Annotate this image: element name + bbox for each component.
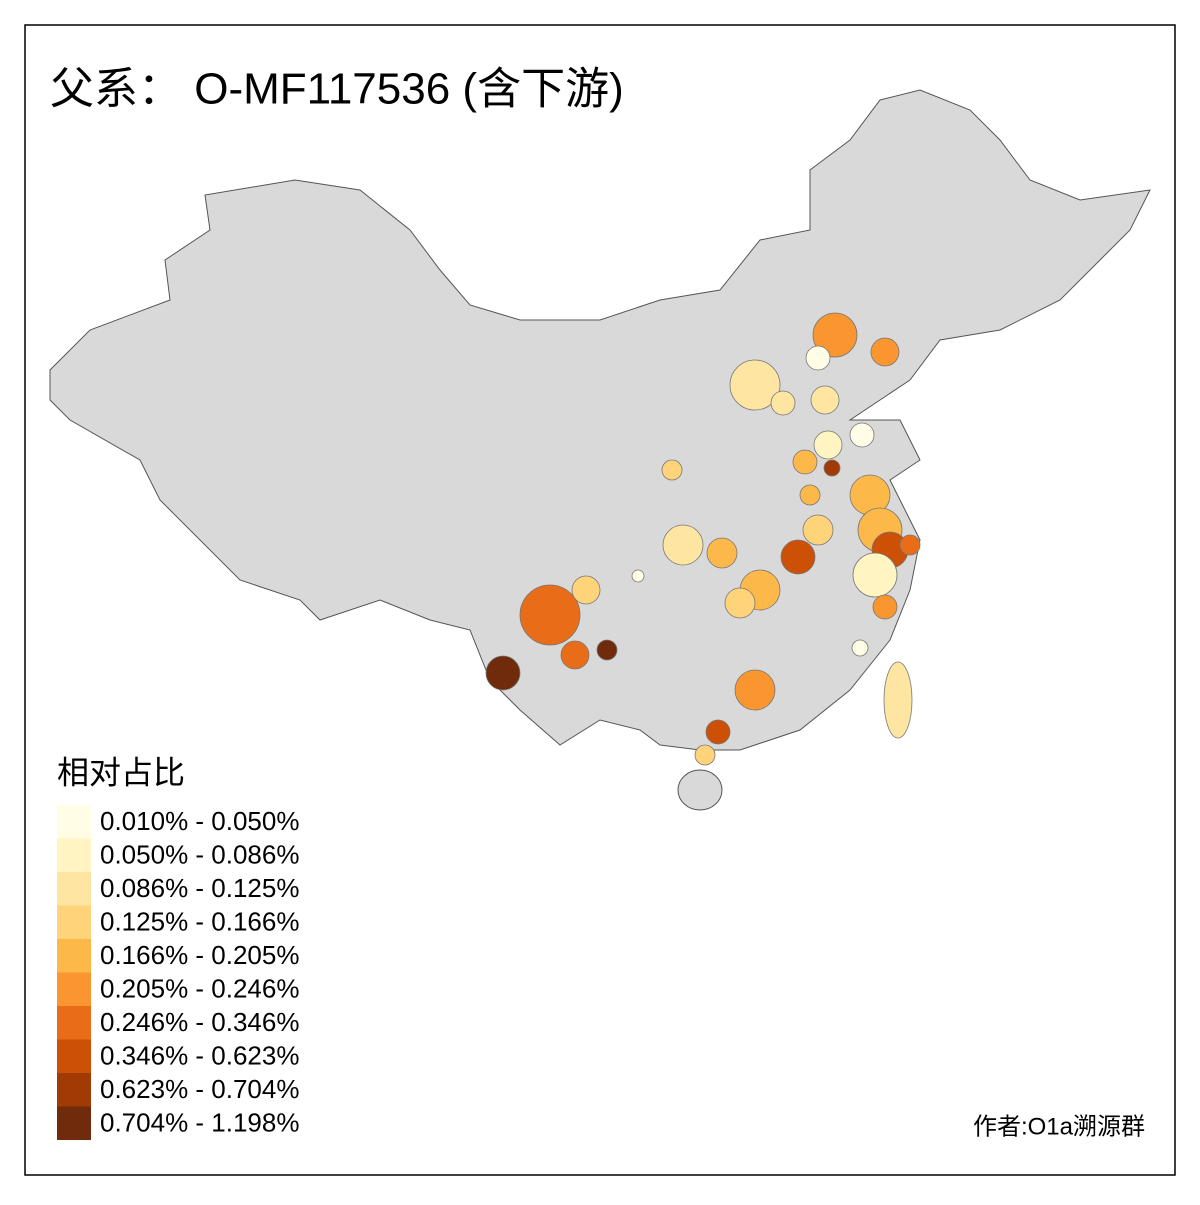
title: 父系： O-MF117536 (含下游) xyxy=(50,65,624,114)
legend-swatch xyxy=(57,1039,91,1073)
legend-title: 相对占比 xyxy=(57,754,185,790)
region xyxy=(705,719,731,745)
legend-label: 0.205% - 0.246% xyxy=(100,973,299,1003)
hainan xyxy=(677,769,723,811)
region xyxy=(631,569,645,583)
region xyxy=(849,422,875,448)
taiwan xyxy=(883,661,913,739)
region xyxy=(899,534,921,556)
legend-label: 0.166% - 0.205% xyxy=(100,940,299,970)
legend-swatch xyxy=(57,1106,91,1140)
region xyxy=(734,669,776,711)
region xyxy=(813,430,843,460)
region xyxy=(802,514,834,546)
region xyxy=(519,584,581,646)
region xyxy=(852,552,898,598)
legend-label: 0.346% - 0.623% xyxy=(100,1040,299,1070)
legend-swatch xyxy=(57,972,91,1006)
region xyxy=(724,587,756,619)
legend-swatch xyxy=(57,905,91,939)
region xyxy=(812,312,858,358)
region xyxy=(851,639,869,657)
legend-swatch xyxy=(57,939,91,973)
legend-label: 0.125% - 0.166% xyxy=(100,906,299,936)
legend: 0.010% - 0.050%0.050% - 0.086% 0.086% - 0… xyxy=(57,805,299,1140)
legend-swatch xyxy=(57,805,91,839)
legend-label: 0.246% - 0.346% xyxy=(100,1007,299,1037)
region xyxy=(661,459,683,481)
legend-label: 0.704% - 1.198% xyxy=(100,1107,299,1137)
region xyxy=(792,449,818,475)
region xyxy=(780,539,816,575)
legend-swatch xyxy=(57,872,91,906)
legend-label: 0.050% - 0.086% xyxy=(100,839,299,869)
regions xyxy=(485,312,921,766)
region xyxy=(810,385,840,415)
region xyxy=(571,575,601,605)
region xyxy=(770,390,796,416)
legend-swatch xyxy=(57,1073,91,1107)
legend-label: 0.086% - 0.125% xyxy=(100,873,299,903)
region xyxy=(872,594,898,620)
region xyxy=(729,359,781,411)
region xyxy=(596,639,618,661)
region xyxy=(662,524,704,566)
legend-label: 0.623% - 0.704% xyxy=(100,1074,299,1104)
region xyxy=(485,655,521,691)
author: 作者:O1a溯源群 xyxy=(973,1113,1145,1140)
legend-label: 0.010% - 0.050% xyxy=(100,806,299,836)
region xyxy=(706,537,738,569)
region xyxy=(694,744,716,766)
region xyxy=(823,459,841,477)
region xyxy=(870,337,900,367)
region xyxy=(560,640,590,670)
region xyxy=(799,484,821,506)
region xyxy=(805,345,831,371)
legend-swatch xyxy=(57,838,91,872)
legend-swatch xyxy=(57,1006,91,1040)
